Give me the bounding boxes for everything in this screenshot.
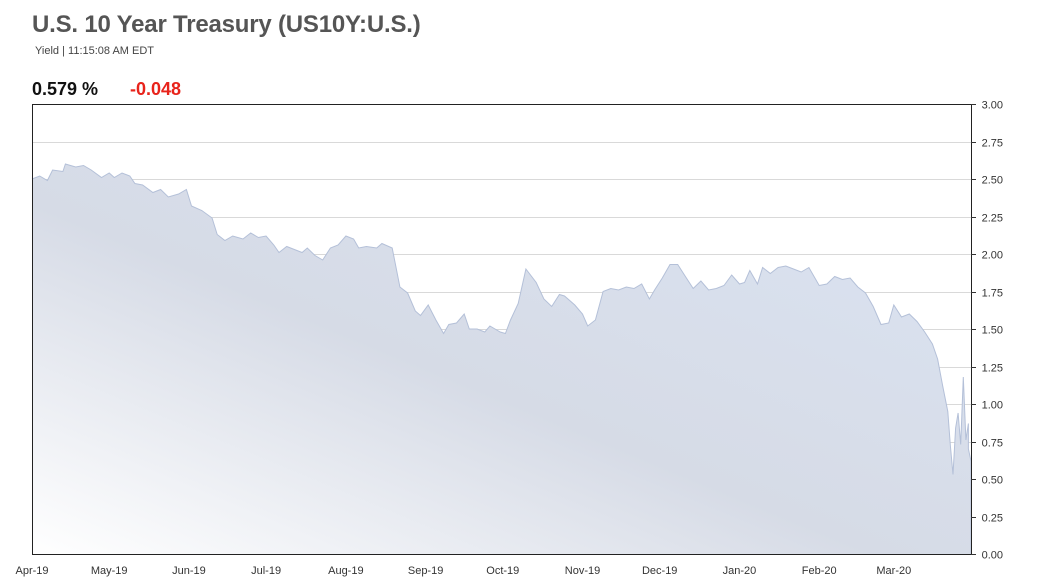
x-tick-label: Jun-19 xyxy=(172,565,206,577)
x-tick-label: Aug-19 xyxy=(328,565,363,577)
y-tick-label: 1.00 xyxy=(982,400,1003,412)
series-area xyxy=(32,164,971,554)
y-tick-label: 1.50 xyxy=(982,325,1003,337)
page-title: U.S. 10 Year Treasury (US10Y:U.S.) xyxy=(32,11,421,38)
x-tick-label: Jul-19 xyxy=(251,565,281,577)
y-tick-label: 3.00 xyxy=(982,100,1003,112)
y-tick-label: 2.25 xyxy=(982,213,1003,225)
x-tick-label: Dec-19 xyxy=(642,565,677,577)
y-tick-label: 0.00 xyxy=(982,550,1003,562)
y-tick-label: 0.25 xyxy=(982,513,1003,525)
x-tick-label: Oct-19 xyxy=(486,565,519,577)
series-line xyxy=(31,163,972,554)
y-tick-label: 2.00 xyxy=(982,250,1003,262)
y-tick-label: 0.50 xyxy=(982,475,1003,487)
area-series xyxy=(31,163,972,554)
y-tick-label: 0.75 xyxy=(982,438,1003,450)
y-tick-label: 2.50 xyxy=(982,175,1003,187)
quote-subtitle: Yield | 11:15:08 AM EDT xyxy=(35,45,155,57)
y-tick-label: 2.75 xyxy=(982,138,1003,150)
x-tick-label: Nov-19 xyxy=(565,565,600,577)
x-axis: Apr-19 May-19 Jun-19 Jul-19 Aug-19 Sep-19 Oct-… xyxy=(15,565,911,577)
y-axis: 0.00 0.25 0.50 0.75 1.00 1.25 1.50 1.75 2.00 2.25… xyxy=(971,100,1003,562)
yield-change: -0.048 xyxy=(130,79,182,99)
current-yield: 0.579 % xyxy=(32,79,99,99)
y-tick-label: 1.25 xyxy=(982,363,1003,375)
x-tick-label: Jan-20 xyxy=(723,565,757,577)
x-tick-label: Feb-20 xyxy=(802,565,837,577)
x-tick-label: Mar-20 xyxy=(876,565,911,577)
x-tick-label: Apr-19 xyxy=(15,565,48,577)
y-tick-label: 1.75 xyxy=(982,288,1003,300)
x-tick-label: May-19 xyxy=(91,565,128,577)
x-tick-label: Sep-19 xyxy=(408,565,443,577)
